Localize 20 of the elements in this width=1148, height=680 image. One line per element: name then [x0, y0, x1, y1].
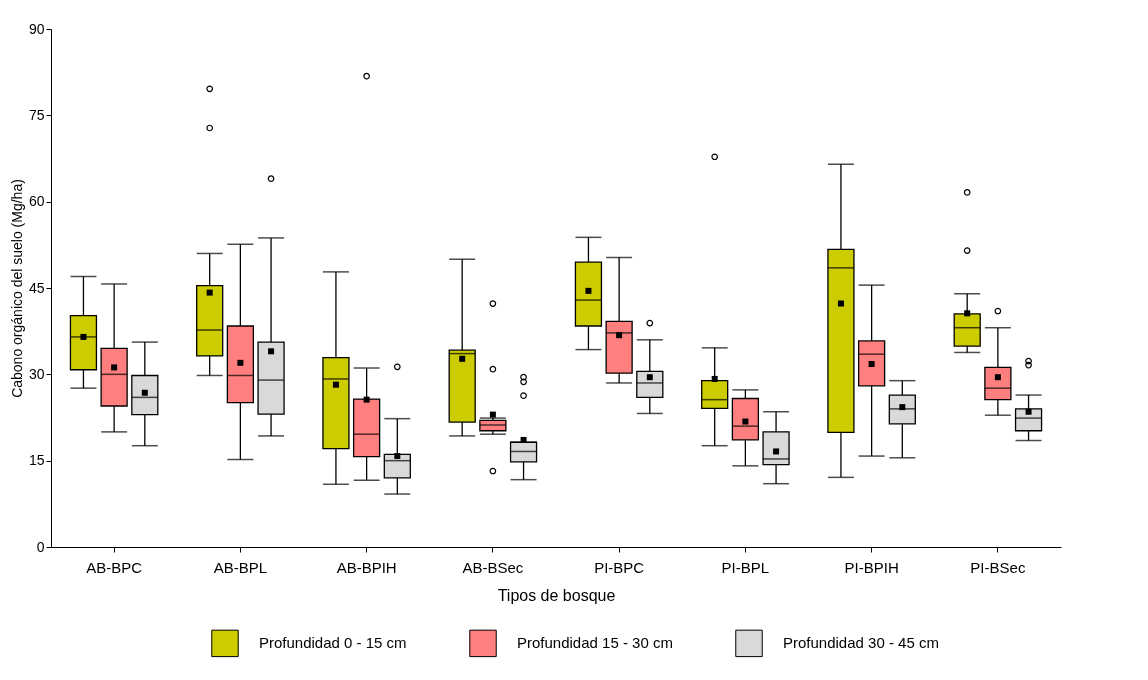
- y-tick-label: 0: [36, 538, 45, 555]
- x-tick-label: AB-BPL: [213, 558, 268, 576]
- y-axis-title: Cabono orgánico del suelo (Mg/ha): [8, 179, 25, 398]
- y-tick-label: 75: [28, 106, 45, 123]
- x-tick-label: PI-BSec: [970, 558, 1026, 576]
- x-axis-title: Tipos de bosque: [497, 586, 616, 604]
- x-tick-label: AB-BPIH: [336, 558, 397, 576]
- x-tick-label: PI-BPC: [594, 558, 645, 576]
- y-tick-label: 60: [28, 193, 45, 210]
- x-tick-label: AB-BSec: [462, 558, 524, 576]
- x-tick-label: PI-BPIH: [844, 558, 899, 576]
- y-tick-label: 15: [28, 452, 45, 469]
- legend-label: Profundidad 30 - 45 cm: [783, 634, 939, 652]
- legend-label: Profundidad 15 - 30 cm: [517, 634, 673, 652]
- y-tick-label: 90: [28, 20, 45, 37]
- x-tick-label: AB-BPC: [86, 558, 143, 576]
- x-tick-label: PI-BPL: [721, 558, 770, 576]
- legend-label: Profundidad 0 - 15 cm: [259, 634, 407, 652]
- y-tick-label: 45: [28, 279, 45, 296]
- y-tick-label: 30: [28, 365, 45, 382]
